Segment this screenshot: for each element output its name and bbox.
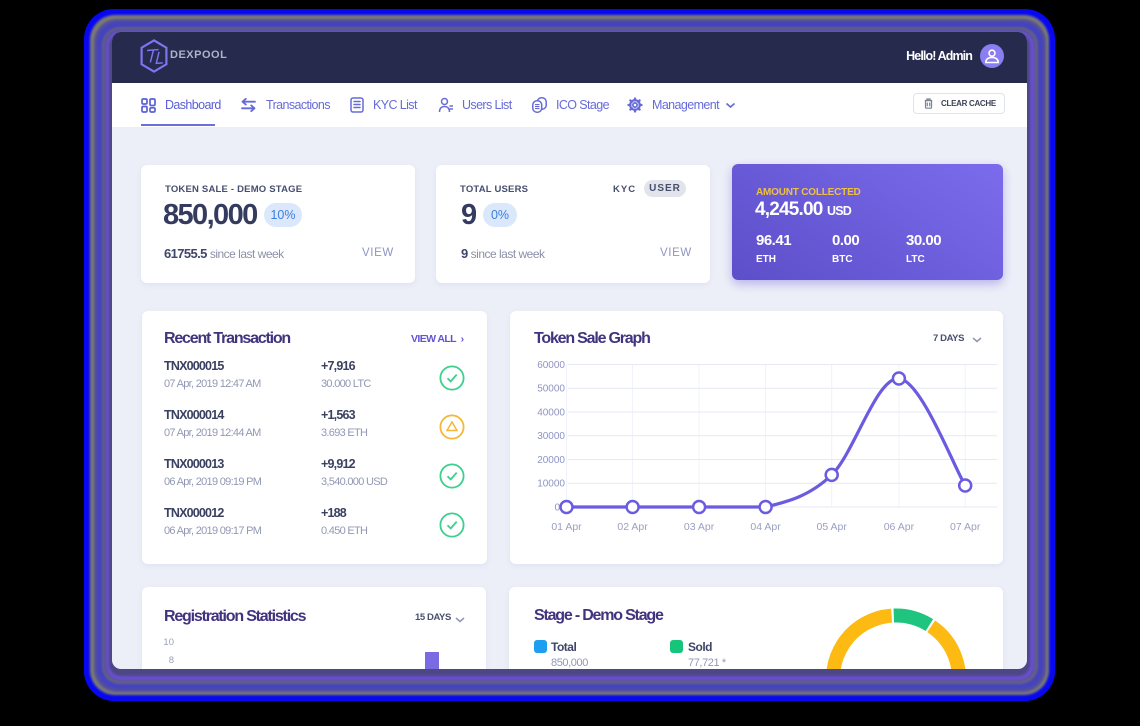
svg-text:04 Apr: 04 Apr bbox=[750, 521, 781, 533]
svg-text:30000: 30000 bbox=[537, 431, 565, 442]
svg-text:06 Apr: 06 Apr bbox=[884, 521, 915, 533]
svg-text:02 Apr: 02 Apr bbox=[617, 521, 648, 533]
svg-text:40000: 40000 bbox=[537, 408, 565, 419]
svg-text:50000: 50000 bbox=[537, 384, 565, 395]
svg-text:10000: 10000 bbox=[537, 479, 565, 490]
svg-text:05 Apr: 05 Apr bbox=[817, 521, 848, 533]
svg-text:07 Apr: 07 Apr bbox=[950, 521, 981, 533]
svg-text:60000: 60000 bbox=[537, 360, 565, 371]
svg-text:03 Apr: 03 Apr bbox=[684, 521, 715, 533]
svg-text:01 Apr: 01 Apr bbox=[551, 521, 582, 533]
svg-text:20000: 20000 bbox=[537, 455, 565, 466]
svg-text:0: 0 bbox=[554, 503, 560, 514]
